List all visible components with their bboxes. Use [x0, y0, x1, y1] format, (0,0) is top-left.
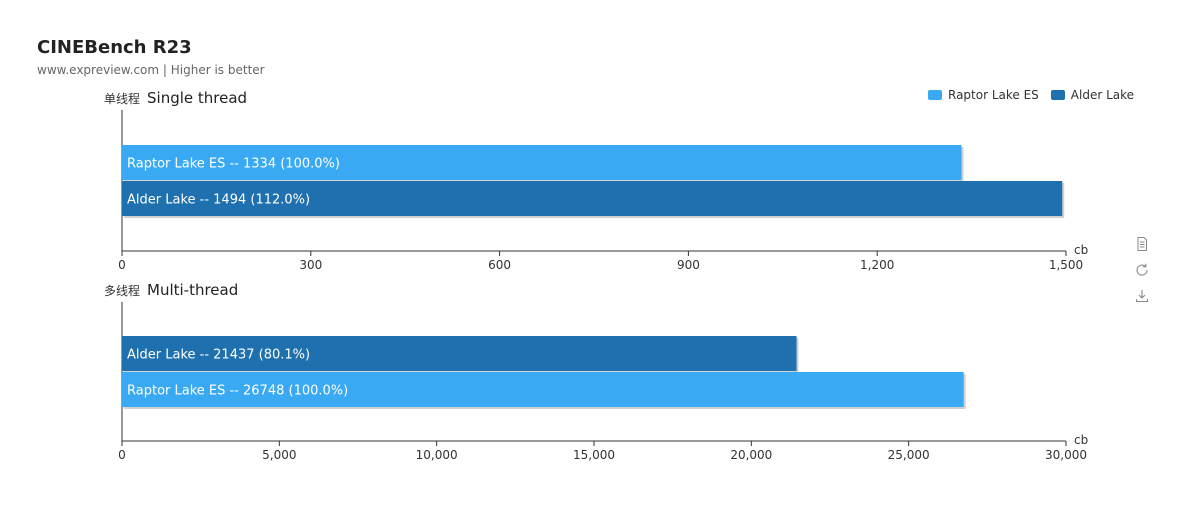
x-tick-label: 5,000: [262, 448, 296, 462]
x-tick-label: 30,000: [1045, 448, 1087, 462]
x-tick-label: 300: [299, 258, 322, 272]
toolbox: [1134, 236, 1150, 314]
legend-item-raptor[interactable]: Raptor Lake ES: [928, 88, 1039, 102]
panel-title-cn: 多线程: [104, 283, 140, 298]
panel-title: Single thread: [147, 89, 247, 107]
chart-subtitle: www.expreview.com | Higher is better: [37, 63, 265, 77]
chart-title: CINEBench R23: [37, 37, 192, 58]
x-tick-label: 600: [488, 258, 511, 272]
x-tick-label: 1,200: [860, 258, 894, 272]
legend-label: Raptor Lake ES: [948, 88, 1039, 102]
bar-label: Raptor Lake ES -- 1334 (100.0%): [127, 157, 340, 172]
legend-item-alder[interactable]: Alder Lake: [1050, 88, 1135, 102]
restore-icon[interactable]: [1134, 262, 1150, 278]
x-axis-unit: cb: [1074, 243, 1088, 257]
save-image-icon[interactable]: [1134, 288, 1150, 304]
x-tick-label: 0: [118, 258, 126, 272]
bar: [122, 181, 1063, 216]
bar-label: Alder Lake -- 21437 (80.1%): [127, 348, 310, 363]
bar: [122, 336, 797, 371]
x-tick-label: 900: [677, 258, 700, 272]
x-tick-label: 0: [118, 448, 126, 462]
bar-label: Raptor Lake ES -- 26748 (100.0%): [127, 384, 348, 399]
bar: [122, 145, 962, 180]
x-tick-label: 20,000: [730, 448, 772, 462]
bar-label: Alder Lake -- 1494 (112.0%): [127, 193, 310, 208]
legend: Raptor Lake ES Alder Lake: [928, 88, 1134, 102]
x-tick-label: 1,500: [1049, 258, 1083, 272]
legend-swatch: [1050, 90, 1065, 100]
legend-swatch: [928, 90, 942, 100]
panel-title-cn: 单线程: [104, 91, 140, 106]
legend-label: Alder Lake: [1070, 88, 1135, 102]
data-view-icon[interactable]: [1134, 236, 1150, 252]
x-tick-label: 15,000: [573, 448, 615, 462]
bar: [122, 372, 964, 407]
x-tick-label: 10,000: [416, 448, 458, 462]
x-tick-label: 25,000: [888, 448, 930, 462]
panel-title: Multi-thread: [147, 281, 238, 299]
x-axis-unit: cb: [1074, 433, 1088, 447]
